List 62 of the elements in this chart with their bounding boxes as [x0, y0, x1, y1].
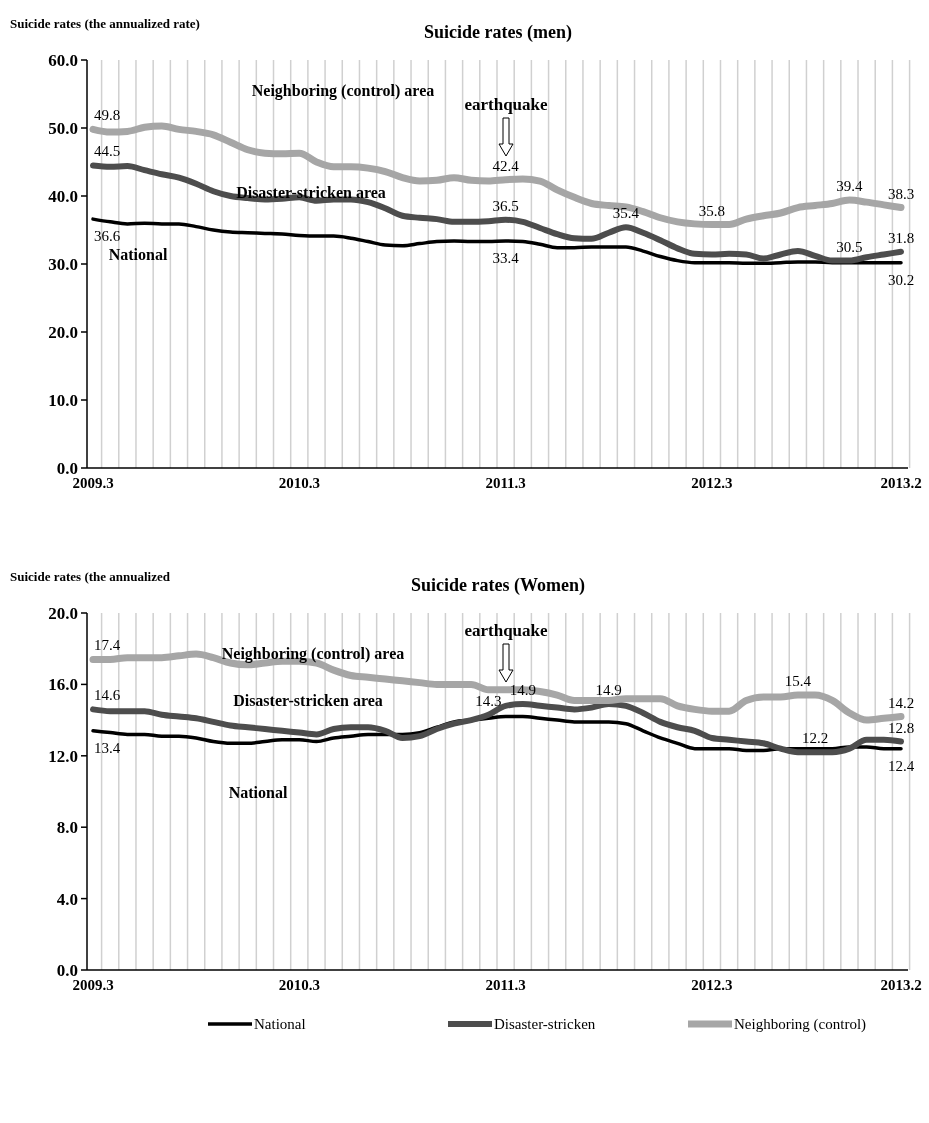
data-label: 12.4	[887, 757, 915, 774]
data-label: 49.8	[93, 107, 121, 124]
y-tick-label: 16.0	[48, 675, 78, 695]
data-label: 36.6	[93, 228, 121, 245]
x-tick-label: 2010.3	[278, 977, 320, 993]
annotation: earthquake	[464, 621, 549, 640]
chart-title: Suicide rates (men)	[424, 22, 572, 43]
annotation: National	[108, 246, 168, 263]
data-label: 14.9	[509, 682, 536, 699]
x-tick-label: 2013.2	[880, 977, 922, 993]
y-axis-title: Suicide rates (the annualized	[10, 569, 171, 584]
y-tick-label: 0.0	[56, 458, 78, 478]
y-tick-label: 0.0	[56, 960, 78, 980]
data-label: 33.4	[492, 249, 520, 266]
data-label: 12.8	[887, 719, 915, 736]
data-label: 30.5	[836, 238, 863, 255]
data-label: 35.4	[612, 205, 640, 222]
annotation: National	[228, 784, 288, 801]
data-label: 14.6	[93, 687, 121, 704]
legend-label: National	[254, 1016, 306, 1033]
x-tick-label: 2009.3	[72, 475, 114, 491]
data-label: 13.4	[93, 739, 121, 756]
annotation: Disaster-stricken area	[236, 184, 386, 201]
x-tick-label: 2012.3	[691, 475, 733, 491]
data-label: 36.5	[492, 197, 519, 214]
data-label: 17.4	[93, 637, 121, 654]
data-label: 30.2	[887, 271, 915, 288]
y-tick-label: 8.0	[56, 818, 78, 838]
y-tick-label: 10.0	[48, 390, 78, 410]
y-tick-label: 12.0	[48, 746, 78, 766]
data-label: 12.2	[801, 730, 829, 747]
annotation: Disaster-stricken area	[233, 692, 383, 709]
annotation: Neighboring (control) area	[251, 82, 435, 100]
data-label: 39.4	[836, 178, 864, 195]
y-tick-label: 40.0	[48, 186, 78, 206]
data-label: 38.3	[887, 185, 915, 202]
x-tick-label: 2012.3	[691, 977, 733, 993]
data-label: 15.4	[784, 673, 812, 690]
data-label: 14.2	[887, 694, 915, 711]
data-label: 31.8	[887, 229, 915, 246]
x-tick-label: 2013.2	[880, 475, 922, 491]
annotation: earthquake	[464, 95, 549, 114]
x-tick-label: 2010.3	[278, 475, 320, 491]
x-tick-label: 2011.3	[485, 977, 526, 993]
data-label: 14.9	[595, 682, 622, 699]
y-tick-label: 60.0	[48, 50, 78, 70]
data-label: 35.8	[698, 202, 726, 219]
x-tick-label: 2011.3	[485, 475, 526, 491]
legend-label: Neighboring (control)	[734, 1016, 867, 1034]
x-tick-label: 2009.3	[72, 977, 114, 993]
y-tick-label: 20.0	[48, 322, 78, 342]
chart-title: Suicide rates (Women)	[411, 575, 585, 596]
y-tick-label: 20.0	[48, 603, 78, 623]
data-label: 42.4	[492, 157, 520, 174]
y-axis-title: Suicide rates (the annualized rate)	[10, 16, 200, 31]
data-label: 44.5	[93, 143, 121, 160]
legend-label: Disaster-stricken	[494, 1016, 596, 1033]
y-tick-label: 30.0	[48, 254, 78, 274]
y-tick-label: 4.0	[56, 889, 78, 909]
data-label: 14.3	[475, 692, 502, 709]
y-tick-label: 50.0	[48, 118, 78, 138]
annotation: Neighboring (control) area	[221, 645, 405, 663]
